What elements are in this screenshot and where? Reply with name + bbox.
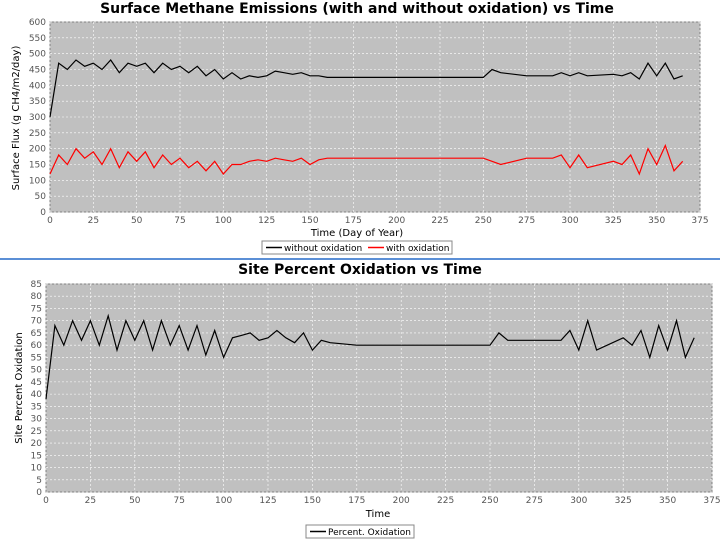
y-tick-label: 5 xyxy=(36,476,42,486)
x-tick-label: 200 xyxy=(393,496,410,506)
chart-title: Surface Methane Emissions (with and with… xyxy=(100,1,614,17)
x-tick-label: 0 xyxy=(43,496,49,506)
series-line-without-oxidation xyxy=(49,59,683,118)
y-tick-label: 100 xyxy=(29,176,46,186)
y-tick-label: 15 xyxy=(31,451,42,461)
legend-item-with-oxidation: with oxidation xyxy=(386,244,449,254)
y-tick-label: 45 xyxy=(31,378,42,388)
legend: Percent. Oxidation xyxy=(305,524,415,539)
y-tick-label: 40 xyxy=(31,390,43,400)
y-axis-label: Surface Flux (g CH4/m2/day) xyxy=(11,46,22,191)
series-line-with-oxidation xyxy=(49,143,684,176)
oxidation-chart: Site Percent Oxidation vs Time 0 25 50 75 10… xyxy=(14,262,720,539)
x-tick-label: 75 xyxy=(174,216,185,226)
emissions-chart: Surface Methane Emissions (with and with… xyxy=(11,1,709,255)
x-tick-label: 125 xyxy=(259,496,276,506)
x-tick-label: 0 xyxy=(47,216,53,226)
x-tick-label: 50 xyxy=(131,216,143,226)
y-tick-label: 20 xyxy=(31,439,43,449)
x-tick-label: 225 xyxy=(431,216,448,226)
y-tick-label: 500 xyxy=(29,50,46,60)
x-tick-label: 325 xyxy=(605,216,622,226)
y-tick-label: 350 xyxy=(29,97,46,107)
y-tick-label: 250 xyxy=(29,129,46,139)
y-tick-label: 30 xyxy=(31,415,43,425)
x-tick-label: 75 xyxy=(173,496,184,506)
x-tick-label: 25 xyxy=(85,496,96,506)
x-tick-label: 275 xyxy=(518,216,535,226)
y-tick-label: 400 xyxy=(29,81,46,91)
emissions-chart-panel: Surface Methane Emissions (with and with… xyxy=(0,0,720,258)
x-axis-label: Time (Day of Year) xyxy=(310,228,403,239)
x-tick-label: 25 xyxy=(88,216,99,226)
plot-background xyxy=(45,283,713,493)
x-tick-label: 350 xyxy=(659,496,676,506)
y-tick-label: 70 xyxy=(31,317,43,327)
y-tick-label: 50 xyxy=(31,366,43,376)
y-tick-label: 0 xyxy=(36,488,42,498)
x-tick-label: 175 xyxy=(345,216,362,226)
y-tick-label: 75 xyxy=(31,304,42,314)
y-tick-label: 85 xyxy=(31,280,42,290)
x-tick-label: 100 xyxy=(215,496,232,506)
x-tick-label: 300 xyxy=(561,216,578,226)
y-tick-label: 550 xyxy=(29,34,46,44)
x-tick-label: 275 xyxy=(526,496,543,506)
y-tick-label: 450 xyxy=(29,66,46,76)
legend: without oxidation with oxidation xyxy=(261,240,453,255)
series-line-percent-oxidation xyxy=(45,313,695,400)
x-axis-label: Time xyxy=(365,509,390,520)
y-tick-label: 50 xyxy=(35,192,47,202)
legend-item-percent-oxidation: Percent. Oxidation xyxy=(328,528,411,538)
y-tick-label: 0 xyxy=(40,208,46,218)
y-tick-label: 65 xyxy=(31,329,42,339)
x-tick-label: 100 xyxy=(215,216,232,226)
x-tick-label: 200 xyxy=(388,216,405,226)
x-tick-label: 375 xyxy=(691,216,708,226)
plot-area: 0 25 50 75 100 125 150 175 200 225 250 275 300 325 350… xyxy=(31,280,720,506)
x-tick-label: 125 xyxy=(258,216,275,226)
x-tick-label: 375 xyxy=(703,496,720,506)
y-tick-label: 35 xyxy=(31,402,42,412)
x-tick-label: 150 xyxy=(301,216,318,226)
y-tick-label: 600 xyxy=(29,18,46,28)
y-tick-label: 300 xyxy=(29,113,46,123)
chart-title: Site Percent Oxidation vs Time xyxy=(238,262,482,278)
y-tick-label: 25 xyxy=(31,427,42,437)
oxidation-chart-panel: Site Percent Oxidation vs Time 0 25 50 75 10… xyxy=(0,258,720,542)
plot-area: 0 25 50 75 100 125 150 175 200 225 250 275 300 325 350… xyxy=(29,18,709,226)
legend-item-without-oxidation: without oxidation xyxy=(284,244,362,254)
y-axis-label: Site Percent Oxidation xyxy=(14,332,25,443)
y-tick-label: 60 xyxy=(31,341,43,351)
y-tick-label: 80 xyxy=(31,292,43,302)
x-tick-label: 225 xyxy=(437,496,454,506)
x-tick-label: 175 xyxy=(348,496,365,506)
y-tick-label: 150 xyxy=(29,161,46,171)
x-tick-label: 50 xyxy=(129,496,141,506)
x-tick-label: 250 xyxy=(475,216,492,226)
y-tick-label: 55 xyxy=(31,353,42,363)
x-tick-label: 250 xyxy=(481,496,498,506)
x-tick-label: 300 xyxy=(570,496,587,506)
y-tick-label: 200 xyxy=(29,145,46,155)
x-tick-label: 325 xyxy=(615,496,632,506)
x-tick-label: 350 xyxy=(648,216,665,226)
y-tick-label: 10 xyxy=(31,464,43,474)
x-tick-label: 150 xyxy=(304,496,321,506)
